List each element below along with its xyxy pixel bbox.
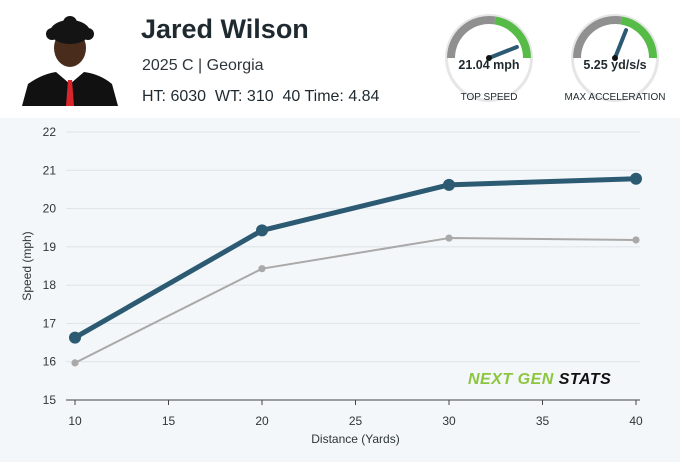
player-point (443, 178, 455, 191)
top-speed-gauge-needle (487, 44, 519, 60)
y-tick-label: 16 (43, 355, 57, 369)
x-axis-label: Distance (Yards) (311, 432, 399, 446)
x-tick-label: 30 (442, 414, 456, 428)
player-class-school: 2025 C | Georgia (142, 57, 264, 74)
player-point (256, 224, 268, 237)
comparison-point (258, 265, 266, 273)
comparison-point (71, 359, 79, 367)
comparison-series-line (74, 237, 637, 364)
player-header: Jared Wilson 2025 C | Georgia HT: 6030 W… (0, 0, 680, 118)
player-photo (22, 14, 118, 106)
player-name: Jared Wilson (141, 14, 309, 44)
comparison-point (632, 236, 640, 244)
y-axis-label: Speed (mph) (20, 231, 34, 300)
y-tick-label: 19 (43, 240, 57, 254)
x-tick-label: 40 (629, 414, 643, 428)
y-tick-label: 20 (43, 202, 57, 216)
speed-chart: 15 16 17 18 19 20 21 22 10 15 20 25 30 35 40 Distance (… (20, 125, 643, 446)
max-acceleration-value: 5.25 yd/s/s (583, 58, 647, 72)
x-tick-label: 25 (349, 414, 363, 428)
comparison-point (445, 234, 453, 242)
max-acceleration-gauge-arc-grey (573, 16, 622, 59)
y-tick-label: 22 (43, 125, 57, 139)
x-tick-label: 20 (255, 414, 269, 428)
max-acceleration-gauge-hub (612, 55, 618, 61)
max-acceleration-gauge (571, 14, 659, 102)
x-tick-label: 15 (162, 414, 176, 428)
y-tick-label: 17 (43, 316, 57, 330)
top-speed-value: 21.04 mph (458, 58, 520, 72)
player-point (69, 331, 81, 344)
top-speed-gauge-arc-green (494, 16, 531, 59)
top-speed-gauge-arc-grey (447, 16, 496, 59)
player-measurables: HT: 6030 WT: 310 40 Time: 4.84 (142, 88, 380, 105)
max-acceleration-gauge-arc-green (620, 16, 657, 59)
y-tick-label: 18 (43, 278, 57, 292)
max-acceleration-gauge-needle (613, 28, 629, 60)
x-tick-label: 35 (536, 414, 550, 428)
player-series-line (73, 176, 637, 340)
x-tick-label: 10 (68, 414, 82, 428)
top-speed-gauge-hub (486, 55, 492, 61)
player-point (630, 172, 642, 185)
y-tick-label: 15 (43, 393, 57, 407)
y-tick-label: 21 (43, 163, 57, 177)
next-gen-stats-logo: NEXT GEN STATS (468, 371, 612, 388)
max-acceleration-label: MAX ACCELERATION (564, 92, 666, 103)
top-speed-label: TOP SPEED (460, 92, 518, 103)
top-speed-gauge (445, 14, 533, 102)
